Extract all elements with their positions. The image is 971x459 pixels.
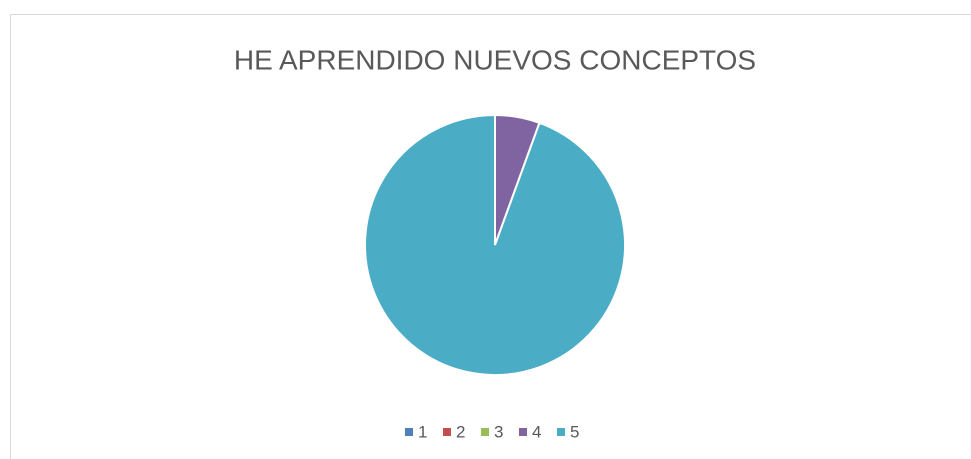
- legend-swatch: [443, 428, 451, 436]
- legend-label: 5: [570, 422, 579, 441]
- chart-title: HE APRENDIDO NUEVOS CONCEPTOS: [234, 44, 756, 75]
- legend-swatch: [405, 428, 413, 436]
- legend-label: 1: [418, 422, 427, 441]
- legend-label: 4: [532, 422, 541, 441]
- legend-swatch: [481, 428, 489, 436]
- legend-label: 2: [456, 422, 465, 441]
- legend-label: 3: [494, 422, 503, 441]
- legend-swatch: [557, 428, 565, 436]
- legend-swatch: [519, 428, 527, 436]
- pie-slice: [364, 113, 626, 376]
